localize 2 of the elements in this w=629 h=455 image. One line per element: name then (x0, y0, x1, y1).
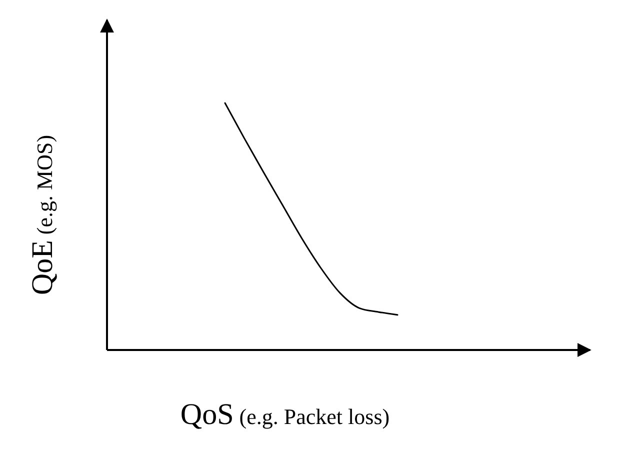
x-axis-title: QoS (e.g. Packet loss) (180, 398, 390, 431)
y-axis-title: QoE (e.g. MOS) (26, 134, 59, 296)
